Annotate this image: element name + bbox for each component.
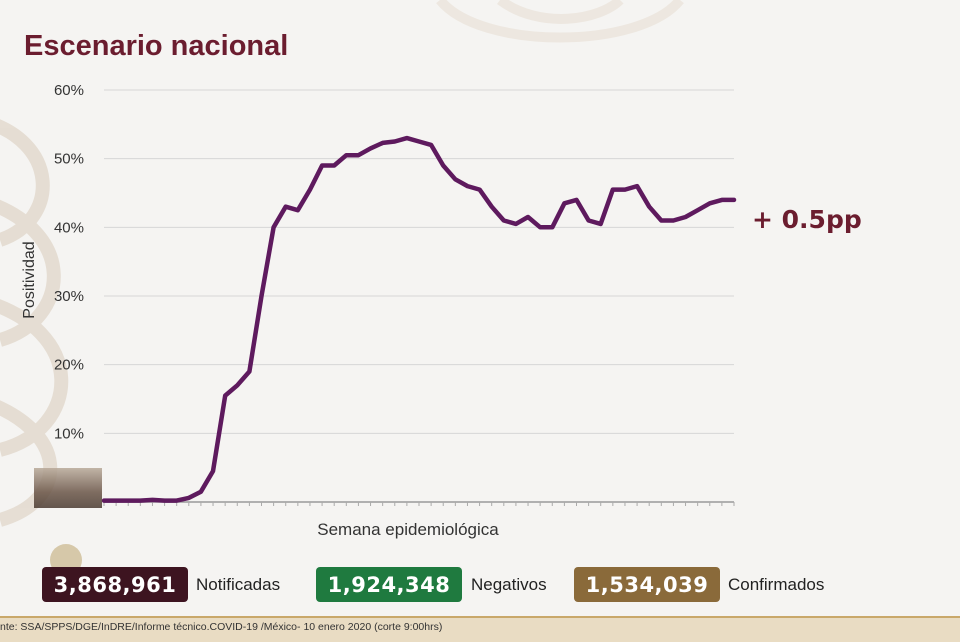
change-annotation: + 0.5pp [752, 205, 862, 234]
y-tick-label: 40% [54, 219, 84, 236]
positivity-series-line [101, 135, 737, 503]
x-axis-label: Semana epidemiológica [317, 520, 499, 539]
y-tick-label: 60% [54, 82, 84, 99]
notificadas-label: Notificadas [196, 575, 281, 594]
y-tick-label: 20% [54, 357, 84, 374]
page-title: Escenario nacional [24, 30, 289, 62]
y-tick-label: 30% [54, 288, 84, 305]
y-tick-labels: 60% 50% 40% 30% 20% 10% [54, 82, 84, 442]
footer-bar [0, 616, 960, 642]
y-tick-label: 50% [54, 151, 84, 168]
y-axis-label: Positividad [21, 241, 38, 318]
notificadas-badge: 3,868,961 [42, 567, 188, 602]
confirmados-label: Confirmados [728, 575, 825, 594]
chart-grid [104, 89, 734, 503]
negativos-badge: 1,924,348 [316, 567, 462, 602]
y-tick-label: 10% [54, 425, 84, 442]
footer-source: nte: SSA/SPPS/DGE/InDRE/Informe técnico.… [0, 621, 443, 633]
x-tick-marks [103, 502, 735, 506]
historical-photo-logo [34, 468, 102, 508]
negativos-label: Negativos [471, 575, 547, 594]
confirmados-badge: 1,534,039 [574, 567, 720, 602]
